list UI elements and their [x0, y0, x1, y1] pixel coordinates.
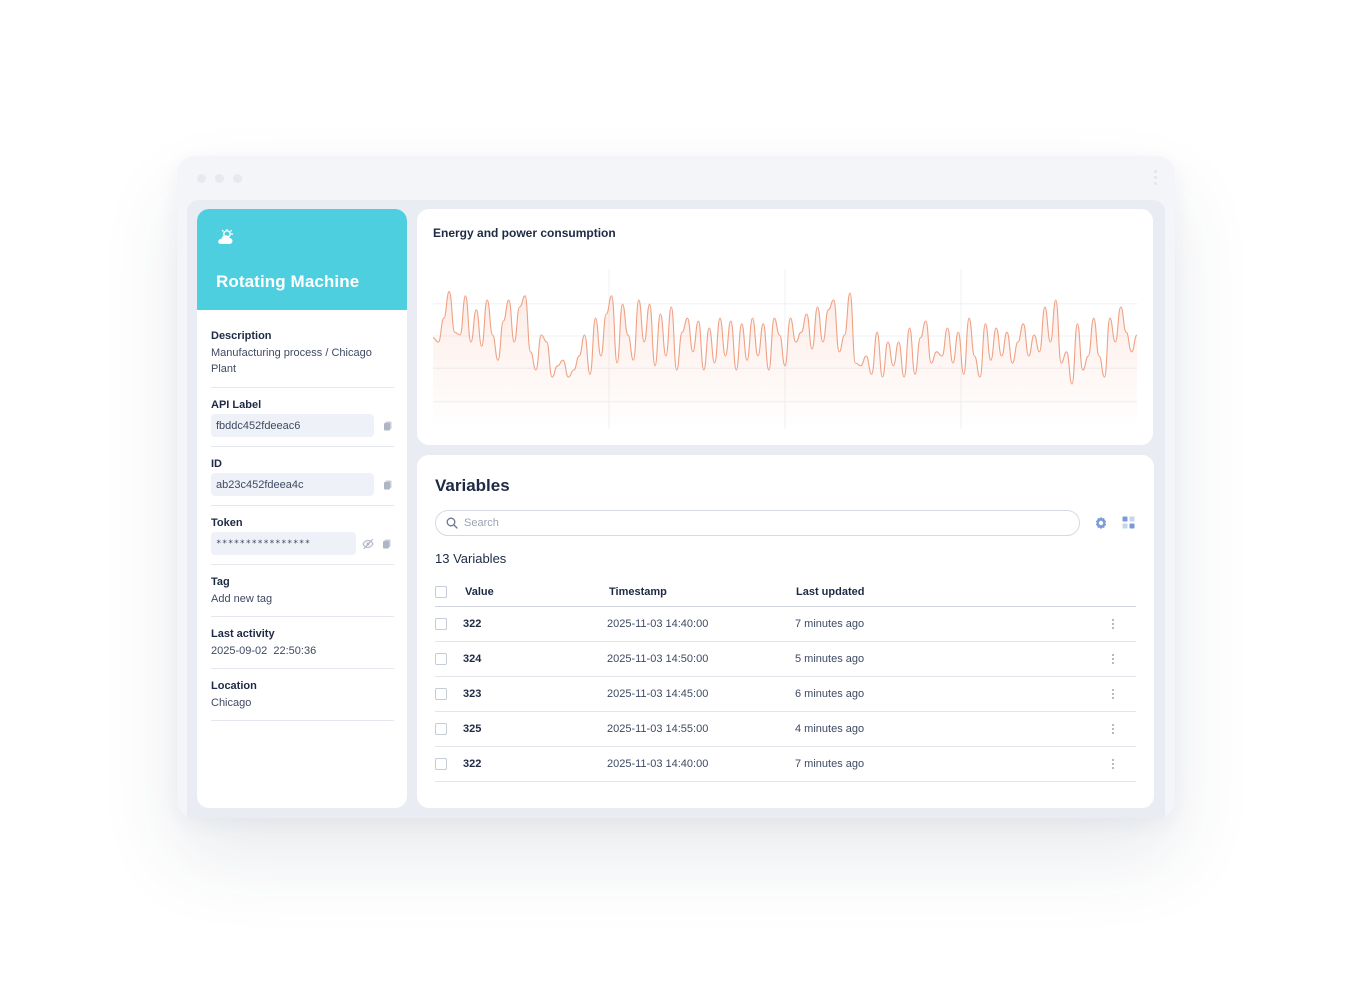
prop-last-activity-label: Last activity — [211, 628, 275, 640]
table-header: Value Timestamp Last updated — [435, 577, 1136, 607]
variables-count: 13 Variables — [435, 551, 507, 566]
prop-last-activity: Last activity 2025-09-02 22:50:36 — [211, 617, 394, 669]
add-tag-link[interactable]: Add new tag — [211, 593, 273, 605]
column-header-timestamp[interactable]: Timestamp — [609, 585, 667, 598]
grid-view-icon[interactable] — [1122, 516, 1135, 529]
prop-tag: Tag Add new tag — [211, 565, 394, 617]
prop-last-activity-value: 2025-09-02 22:50:36 — [211, 645, 317, 657]
window-menu-icon[interactable] — [1154, 170, 1157, 185]
window-maximize-dot[interactable] — [233, 174, 242, 183]
variables-title: Variables — [435, 476, 510, 495]
row-menu-icon[interactable] — [1112, 619, 1114, 629]
row-timestamp: 2025-11-03 14:40:00 — [607, 758, 709, 770]
row-checkbox[interactable] — [435, 688, 447, 700]
chart-series-line — [433, 291, 1137, 385]
copy-icon[interactable] — [382, 479, 394, 491]
select-all-checkbox[interactable] — [435, 585, 447, 598]
device-properties: Description Manufacturing process / Chic… — [197, 310, 407, 721]
cloud-sun-icon — [218, 229, 234, 244]
prop-id-label: ID — [211, 458, 222, 470]
row-last-updated: 7 minutes ago — [795, 618, 865, 630]
table-row[interactable]: 322 2025-11-03 14:40:00 7 minutes ago — [435, 607, 1136, 642]
row-value: 324 — [463, 653, 482, 665]
prop-id: ID ab23c452fdeea4c — [211, 447, 394, 506]
row-value: 322 — [463, 758, 482, 770]
row-checkbox[interactable] — [435, 618, 447, 630]
table-row[interactable]: 323 2025-11-03 14:45:00 6 minutes ago — [435, 677, 1136, 712]
row-value: 325 — [463, 723, 482, 735]
row-last-updated: 4 minutes ago — [795, 723, 865, 735]
row-timestamp: 2025-11-03 14:40:00 — [607, 618, 709, 630]
energy-line-chart — [433, 269, 1137, 429]
prop-description-value: Manufacturing process / Chicago Plant — [211, 347, 372, 375]
row-last-updated: 5 minutes ago — [795, 653, 865, 665]
table-row[interactable]: 322 2025-11-03 14:40:00 7 minutes ago — [435, 747, 1136, 782]
prop-api-label-label: API Label — [211, 399, 262, 411]
prop-token-label: Token — [211, 517, 243, 529]
window-controls — [197, 174, 242, 183]
prop-token: Token **************** — [211, 506, 394, 565]
prop-tag-label: Tag — [211, 576, 230, 588]
row-value: 323 — [463, 688, 482, 700]
variables-card: Variables 13 Variables Value Timestamp L… — [417, 455, 1154, 808]
settings-gear-icon[interactable] — [1094, 516, 1108, 530]
table-row[interactable]: 324 2025-11-03 14:50:00 5 minutes ago — [435, 642, 1136, 677]
device-header: Rotating Machine — [197, 209, 407, 310]
prop-api-label: API Label fbddc452fdeeac6 — [211, 388, 394, 447]
copy-icon[interactable] — [381, 538, 393, 550]
column-header-last-updated[interactable]: Last updated — [796, 585, 865, 598]
token-field[interactable]: **************** — [211, 532, 356, 555]
search-icon — [446, 517, 458, 529]
row-timestamp: 2025-11-03 14:55:00 — [607, 723, 709, 735]
chart-title: Energy and power consumption — [433, 226, 616, 240]
row-last-updated: 6 minutes ago — [795, 688, 865, 700]
chart-area — [433, 291, 1137, 429]
window-close-dot[interactable] — [197, 174, 206, 183]
row-last-updated: 7 minutes ago — [795, 758, 865, 770]
row-checkbox[interactable] — [435, 723, 447, 735]
prop-description-label: Description — [211, 330, 272, 342]
copy-icon[interactable] — [382, 420, 394, 432]
search-box — [435, 510, 1080, 536]
row-value: 322 — [463, 618, 482, 630]
row-menu-icon[interactable] — [1112, 724, 1114, 734]
variables-table: Value Timestamp Last updated 322 2025-11… — [435, 577, 1136, 782]
chart-card: Energy and power consumption — [417, 209, 1153, 445]
row-checkbox[interactable] — [435, 758, 447, 770]
prop-location-label: Location — [211, 680, 257, 692]
column-header-value[interactable]: Value — [465, 585, 494, 598]
row-menu-icon[interactable] — [1112, 759, 1114, 769]
window-minimize-dot[interactable] — [215, 174, 224, 183]
prop-location: Location Chicago — [211, 669, 394, 721]
row-checkbox[interactable] — [435, 653, 447, 665]
row-timestamp: 2025-11-03 14:50:00 — [607, 653, 709, 665]
prop-description: Description Manufacturing process / Chic… — [211, 310, 394, 388]
api-label-field[interactable]: fbddc452fdeeac6 — [211, 414, 374, 437]
device-title: Rotating Machine — [216, 272, 360, 291]
row-menu-icon[interactable] — [1112, 689, 1114, 699]
device-card: Rotating Machine Description Manufacturi… — [197, 209, 407, 808]
table-row[interactable]: 325 2025-11-03 14:55:00 4 minutes ago — [435, 712, 1136, 747]
id-field[interactable]: ab23c452fdeea4c — [211, 473, 374, 496]
eye-off-icon[interactable] — [362, 538, 374, 550]
row-timestamp: 2025-11-03 14:45:00 — [607, 688, 709, 700]
search-input[interactable] — [464, 517, 1024, 529]
row-menu-icon[interactable] — [1112, 654, 1114, 664]
prop-location-value: Chicago — [211, 697, 252, 709]
